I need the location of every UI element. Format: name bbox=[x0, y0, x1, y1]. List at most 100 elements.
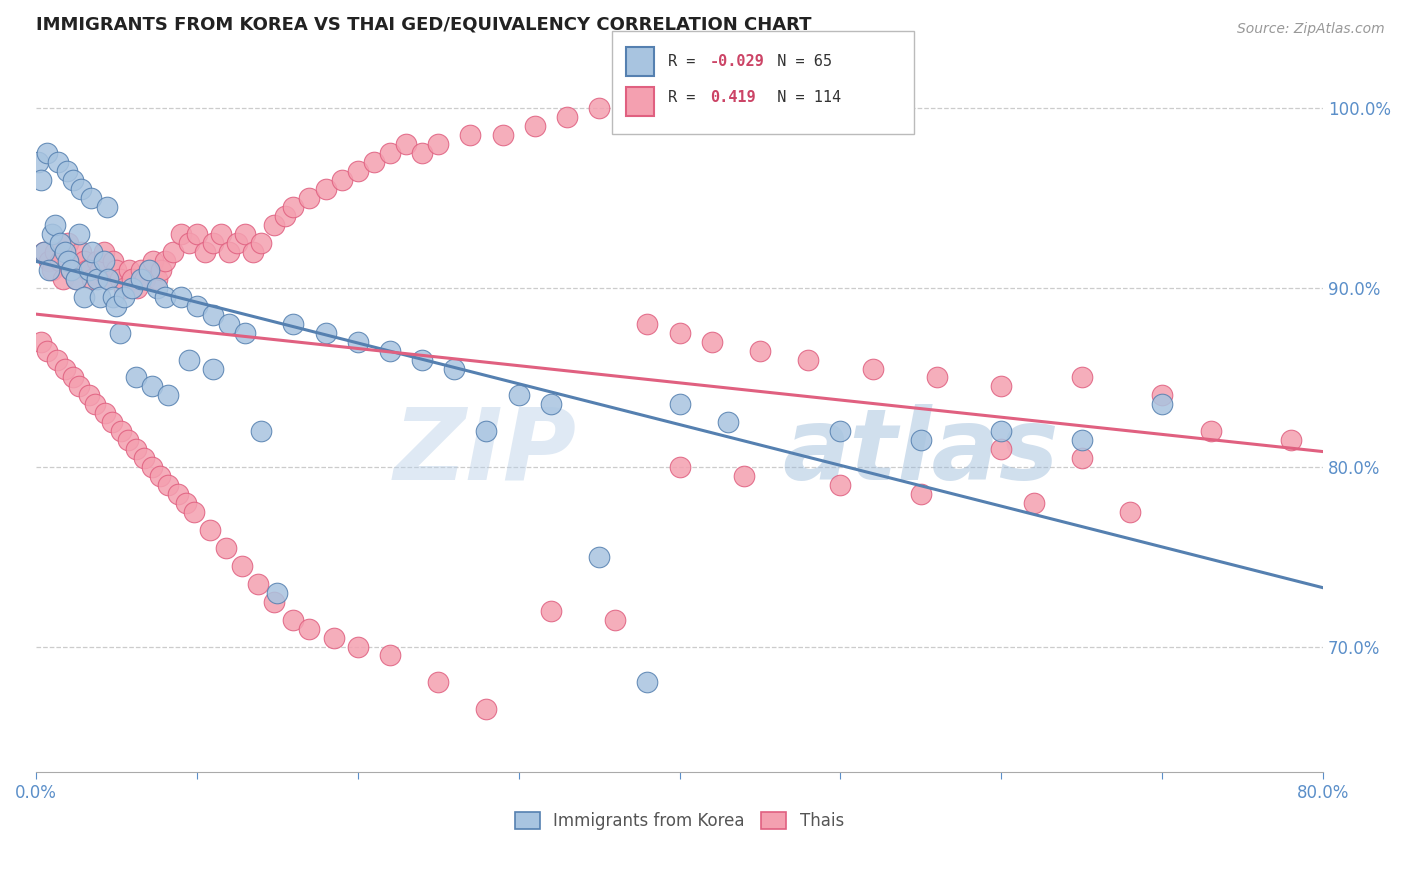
Point bbox=[118, 263, 141, 277]
Point bbox=[52, 272, 75, 286]
Point bbox=[162, 244, 184, 259]
Point bbox=[231, 558, 253, 573]
Text: Source: ZipAtlas.com: Source: ZipAtlas.com bbox=[1237, 22, 1385, 37]
Point bbox=[101, 290, 124, 304]
Point bbox=[1070, 370, 1092, 384]
Point bbox=[862, 361, 884, 376]
Point bbox=[62, 370, 84, 384]
Point bbox=[186, 299, 208, 313]
Point bbox=[201, 235, 224, 250]
Point bbox=[41, 263, 63, 277]
Point bbox=[250, 235, 273, 250]
Point bbox=[218, 317, 240, 331]
Point bbox=[177, 352, 200, 367]
Point bbox=[153, 253, 176, 268]
Point bbox=[411, 352, 433, 367]
Point bbox=[668, 326, 690, 340]
Point bbox=[491, 128, 513, 143]
Point bbox=[363, 155, 385, 169]
Text: 0.419: 0.419 bbox=[710, 90, 755, 104]
Point bbox=[105, 263, 128, 277]
Point bbox=[274, 209, 297, 223]
Point bbox=[138, 263, 160, 277]
Point bbox=[411, 146, 433, 161]
Point bbox=[84, 397, 107, 411]
Point bbox=[910, 487, 932, 501]
Point bbox=[174, 496, 197, 510]
Point bbox=[1152, 397, 1174, 411]
Point bbox=[65, 272, 87, 286]
Point bbox=[395, 137, 418, 152]
Point bbox=[97, 272, 120, 286]
Point bbox=[114, 281, 136, 295]
Point bbox=[315, 182, 337, 196]
Point bbox=[183, 505, 205, 519]
Point bbox=[194, 244, 217, 259]
Point bbox=[330, 173, 353, 187]
Point bbox=[1070, 451, 1092, 466]
Point bbox=[30, 173, 52, 187]
Point bbox=[62, 173, 84, 187]
Point bbox=[141, 460, 163, 475]
Point bbox=[475, 424, 498, 438]
Point bbox=[145, 272, 167, 286]
Point bbox=[990, 424, 1012, 438]
Point bbox=[76, 263, 98, 277]
Point bbox=[56, 235, 79, 250]
Text: R =: R = bbox=[668, 54, 704, 69]
Point bbox=[37, 343, 59, 358]
Point bbox=[125, 370, 148, 384]
Point bbox=[910, 434, 932, 448]
Point bbox=[138, 263, 160, 277]
Point bbox=[38, 253, 60, 268]
Point bbox=[132, 451, 155, 466]
Point bbox=[96, 200, 118, 214]
Point bbox=[60, 263, 83, 277]
Point bbox=[717, 415, 740, 429]
Point bbox=[346, 640, 368, 654]
Point bbox=[508, 388, 530, 402]
Point bbox=[142, 253, 165, 268]
Point bbox=[266, 585, 288, 599]
Point bbox=[668, 397, 690, 411]
Point bbox=[215, 541, 238, 555]
Point bbox=[1279, 434, 1302, 448]
Point bbox=[101, 253, 124, 268]
Point bbox=[45, 352, 67, 367]
Point bbox=[1022, 496, 1045, 510]
Point bbox=[48, 155, 70, 169]
Point bbox=[65, 272, 87, 286]
Point bbox=[97, 272, 120, 286]
Point bbox=[38, 263, 60, 277]
Point bbox=[186, 227, 208, 241]
Point bbox=[555, 111, 578, 125]
Point bbox=[283, 200, 305, 214]
Point bbox=[298, 191, 321, 205]
Point bbox=[86, 272, 108, 286]
Point bbox=[233, 326, 256, 340]
Point bbox=[93, 253, 115, 268]
Point bbox=[250, 424, 273, 438]
Point bbox=[121, 272, 143, 286]
Point bbox=[105, 299, 128, 313]
Point bbox=[177, 235, 200, 250]
Point bbox=[44, 218, 66, 232]
Point bbox=[1119, 505, 1142, 519]
Point bbox=[218, 244, 240, 259]
Point bbox=[283, 613, 305, 627]
Point bbox=[588, 102, 610, 116]
Point bbox=[540, 397, 562, 411]
Point bbox=[129, 263, 152, 277]
Point bbox=[129, 272, 152, 286]
Point bbox=[150, 263, 173, 277]
Point bbox=[246, 576, 269, 591]
Text: N = 114: N = 114 bbox=[759, 90, 841, 104]
Point bbox=[141, 379, 163, 393]
Text: atlas: atlas bbox=[783, 404, 1059, 501]
Point bbox=[668, 460, 690, 475]
Point bbox=[346, 334, 368, 349]
Point bbox=[925, 370, 948, 384]
Point bbox=[32, 244, 55, 259]
Text: IMMIGRANTS FROM KOREA VS THAI GED/EQUIVALENCY CORRELATION CHART: IMMIGRANTS FROM KOREA VS THAI GED/EQUIVA… bbox=[37, 15, 811, 33]
Point bbox=[94, 406, 117, 420]
